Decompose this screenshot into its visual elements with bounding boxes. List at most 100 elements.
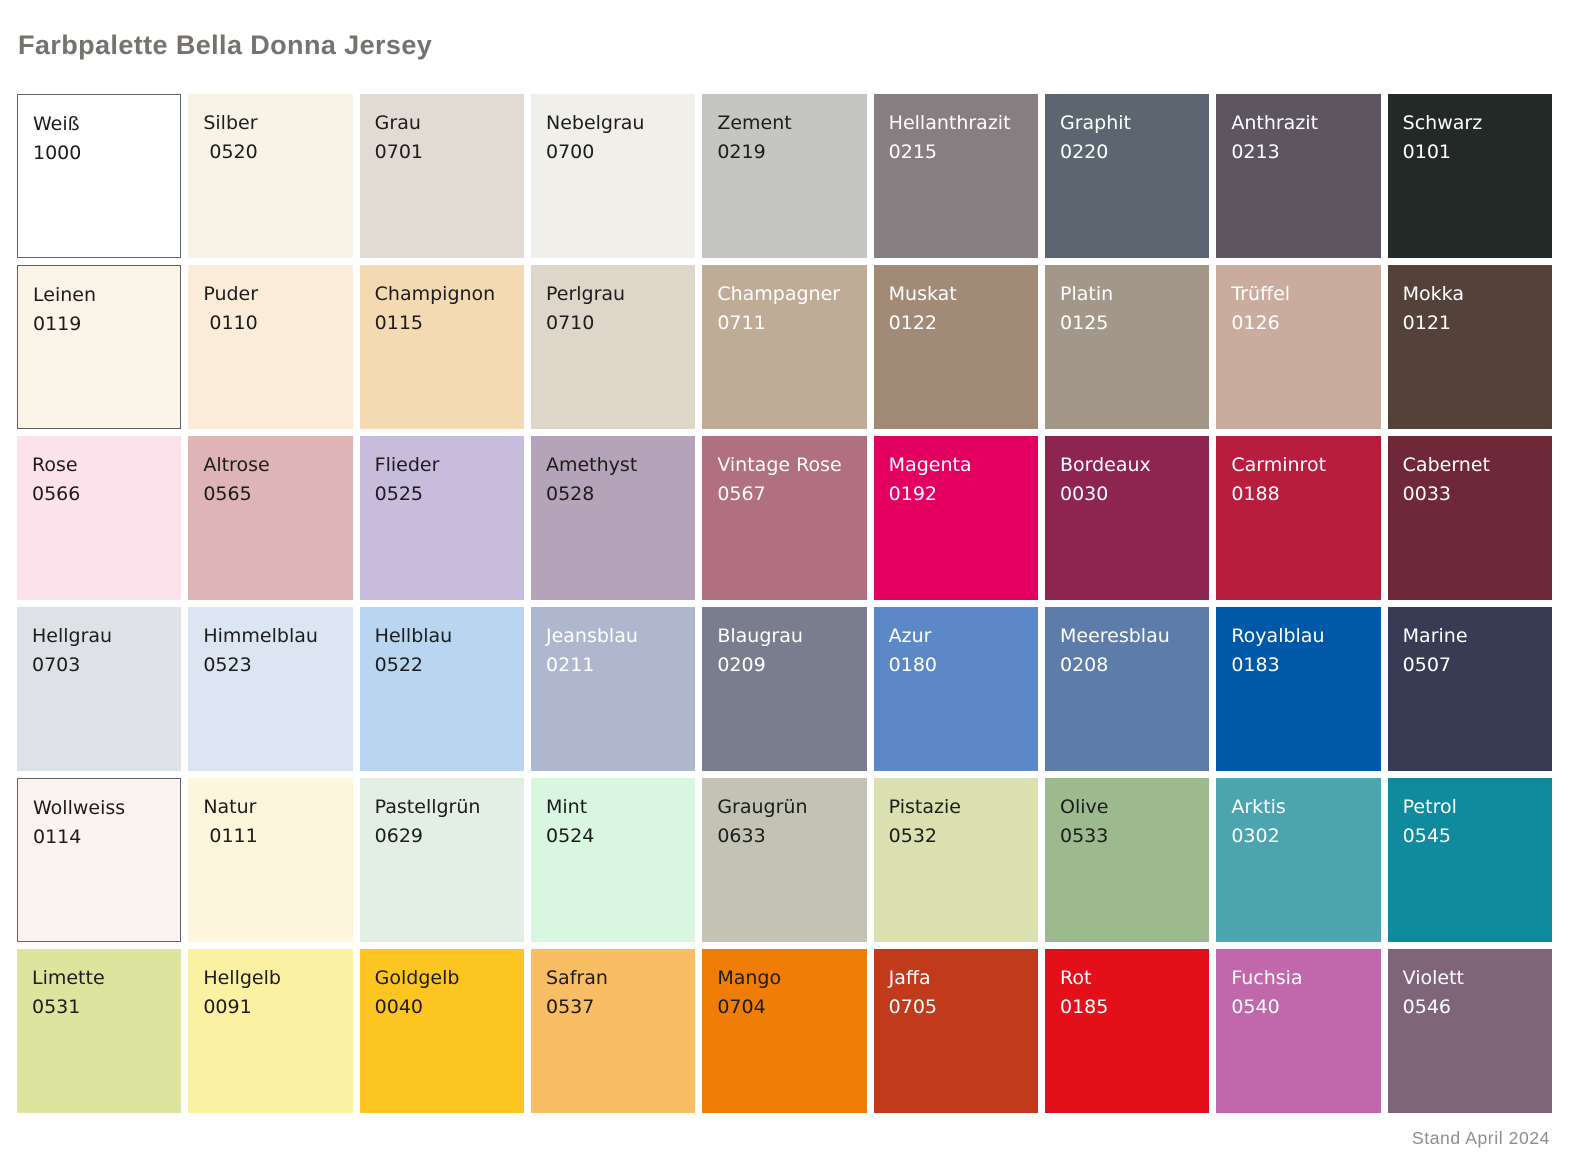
swatch-number: 0211 <box>545 653 595 676</box>
swatch-fuchsia: Fuchsia 0540 <box>1216 949 1381 1113</box>
swatch-number: 0188 <box>1231 482 1280 505</box>
swatch-name: Petrol <box>1402 796 1457 818</box>
swatch-number: 0507 <box>1402 653 1452 676</box>
swatch-name: Leinen <box>33 284 96 306</box>
swatch-himmelblau: Himmelblau 0523 <box>188 607 353 771</box>
swatch-number: 0629 <box>374 824 424 847</box>
swatch-perlgrau: Perlgrau 0710 <box>530 265 696 429</box>
swatch-name: Platin <box>1059 283 1114 305</box>
swatch-name: Trüffel <box>1231 283 1291 305</box>
swatch-mango: Mango 0704 <box>702 949 867 1113</box>
swatch-number: 0528 <box>545 482 595 505</box>
swatch-name: Silber <box>203 112 258 134</box>
swatch-anthrazit: Anthrazit 0213 <box>1216 94 1381 258</box>
swatch-name: Arktis <box>1231 796 1286 818</box>
swatch-natur: Natur 0111 <box>188 778 353 942</box>
swatch-name: Safran <box>545 967 608 989</box>
swatch-name: Jeansblau <box>545 625 638 647</box>
swatch-name: Hellblau <box>374 625 453 647</box>
swatch-number: 0219 <box>717 140 766 163</box>
swatch-name: Olive <box>1059 796 1109 818</box>
swatch-name: Rose <box>32 454 78 476</box>
swatch-hellanthrazit: Hellanthrazit 0215 <box>873 94 1038 258</box>
swatch-number: 1000 <box>33 141 82 164</box>
swatch-name: Grau <box>374 112 421 134</box>
swatch-wei-: Weiß 1000 <box>17 94 182 258</box>
swatch-number: 0566 <box>32 482 81 505</box>
swatch-number: 0121 <box>1402 311 1452 334</box>
swatch-number: 0565 <box>203 482 252 505</box>
swatch-number: 0180 <box>888 653 938 676</box>
swatch-zement: Zement 0219 <box>702 94 867 258</box>
swatch-number: 0119 <box>33 312 82 335</box>
page-title: Farbpalette Bella Donna Jersey <box>18 30 433 60</box>
swatch-champignon: Champignon 0115 <box>359 265 524 429</box>
swatch-magenta: Magenta 0192 <box>873 436 1038 600</box>
swatch-leinen: Leinen 0119 <box>17 265 182 429</box>
swatch-bordeaux: Bordeaux 0030 <box>1044 436 1210 600</box>
swatch-name: Mokka <box>1402 283 1464 305</box>
swatch-number: 0215 <box>888 140 938 163</box>
swatch-name: Blaugrau <box>717 625 803 647</box>
swatch-number: 0111 <box>203 824 258 847</box>
swatch-graugr-n: Graugrün 0633 <box>702 778 867 942</box>
swatch-violett: Violett 0546 <box>1387 949 1552 1113</box>
swatch-number: 0208 <box>1059 653 1109 676</box>
swatch-name: Graphit <box>1059 112 1131 134</box>
swatch-grid: Weiß 1000 Silber 0520 Grau 0701 Nebelgrau 0700… <box>17 94 1552 1113</box>
swatch-number: 0220 <box>1059 140 1109 163</box>
date-stamp: Stand April 2024 <box>1411 1128 1550 1148</box>
swatch-name: Wollweiss <box>33 797 126 819</box>
swatch-number: 0531 <box>32 995 81 1018</box>
swatch-safran: Safran 0537 <box>530 949 696 1113</box>
swatch-name: Schwarz <box>1402 112 1483 134</box>
swatch-jeansblau: Jeansblau 0211 <box>530 607 696 771</box>
swatch-graphit: Graphit 0220 <box>1044 94 1210 258</box>
swatch-number: 0704 <box>717 995 766 1018</box>
swatch-number: 0537 <box>545 995 595 1018</box>
swatch-name: Altrose <box>203 454 270 476</box>
swatch-number: 0040 <box>374 995 424 1018</box>
swatch-name: Champagner <box>717 283 841 305</box>
swatch-hellgelb: Hellgelb 0091 <box>188 949 353 1113</box>
swatch-name: Champignon <box>374 283 496 305</box>
swatch-name: Magenta <box>888 454 972 476</box>
swatch-name: Nebelgrau <box>545 112 645 134</box>
swatch-name: Azur <box>888 625 932 647</box>
swatch-number: 0705 <box>888 995 938 1018</box>
swatch-pistazie: Pistazie 0532 <box>873 778 1038 942</box>
swatch-name: Bordeaux <box>1059 454 1151 476</box>
swatch-number: 0633 <box>717 824 766 847</box>
swatch-schwarz: Schwarz 0101 <box>1387 94 1552 258</box>
swatch-name: Mango <box>717 967 782 989</box>
swatch-number: 0115 <box>374 311 424 334</box>
swatch-puder: Puder 0110 <box>188 265 353 429</box>
swatch-number: 0701 <box>374 140 424 163</box>
swatch-number: 0302 <box>1231 824 1280 847</box>
swatch-number: 0546 <box>1402 995 1452 1018</box>
swatch-name: Mint <box>545 796 588 818</box>
swatch-name: Hellgrau <box>32 625 113 647</box>
swatch-number: 0209 <box>717 653 766 676</box>
swatch-name: Pistazie <box>888 796 961 818</box>
swatch-name: Perlgrau <box>545 283 626 305</box>
swatch-olive: Olive 0533 <box>1044 778 1210 942</box>
swatch-number: 0703 <box>32 653 81 676</box>
swatch-name: Royalblau <box>1231 625 1325 647</box>
swatch-number: 0520 <box>203 140 258 163</box>
swatch-hellgrau: Hellgrau 0703 <box>17 607 182 771</box>
swatch-flieder: Flieder 0525 <box>359 436 524 600</box>
swatch-silber: Silber 0520 <box>188 94 353 258</box>
swatch-altrose: Altrose 0565 <box>188 436 353 600</box>
swatch-mokka: Mokka 0121 <box>1387 265 1552 429</box>
swatch-number: 0532 <box>888 824 938 847</box>
swatch-number: 0524 <box>545 824 595 847</box>
swatch-number: 0101 <box>1402 140 1452 163</box>
swatch-name: Meeresblau <box>1059 625 1170 647</box>
swatch-name: Fuchsia <box>1231 967 1303 989</box>
swatch-number: 0700 <box>545 140 595 163</box>
swatch-number: 0091 <box>203 995 252 1018</box>
swatch-arktis: Arktis 0302 <box>1216 778 1381 942</box>
swatch-carminrot: Carminrot 0188 <box>1216 436 1381 600</box>
swatch-number: 0126 <box>1231 311 1280 334</box>
